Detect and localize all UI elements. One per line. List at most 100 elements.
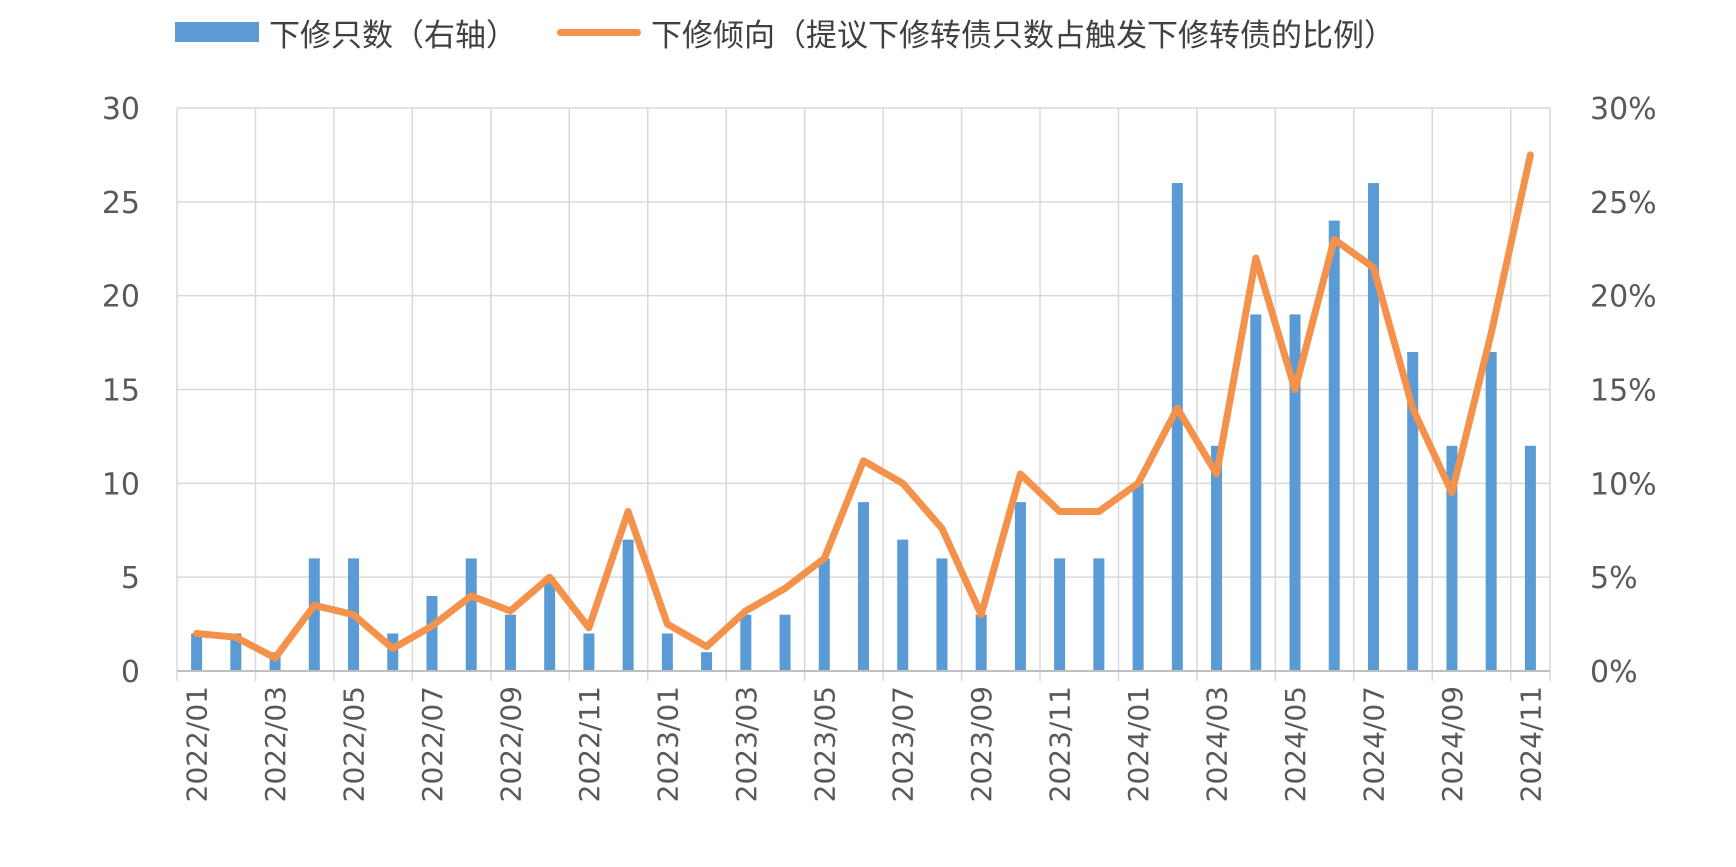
y-right-tick-label: 15% xyxy=(1590,374,1657,409)
line-series xyxy=(193,151,1534,662)
bar xyxy=(1524,445,1536,671)
bar xyxy=(544,577,556,671)
line-point xyxy=(549,576,551,578)
line-point xyxy=(1294,389,1296,391)
line-point xyxy=(1412,407,1414,409)
x-tick-label: 2023/07 xyxy=(887,686,920,802)
x-tick-label: 2024/11 xyxy=(1514,686,1547,802)
x-tick-label: 2022/05 xyxy=(338,686,371,802)
legend-label-line: 下修倾向（提议下修转债只数占触发下修转债的比例） xyxy=(651,17,1395,54)
bar xyxy=(1132,483,1144,671)
legend-swatch-line xyxy=(557,28,641,36)
y-right-tick-label: 10% xyxy=(1590,467,1657,502)
bar xyxy=(1211,445,1223,671)
x-tick-label: 2022/01 xyxy=(181,686,214,802)
bar xyxy=(897,539,909,671)
x-tick-label: 2023/03 xyxy=(730,686,763,802)
bar xyxy=(387,633,399,671)
bar xyxy=(622,539,634,671)
bar xyxy=(583,633,595,671)
y-left-tick-label: 20 xyxy=(102,280,140,315)
bar xyxy=(1367,183,1379,672)
x-tick-label: 2023/09 xyxy=(965,686,998,802)
bar xyxy=(1093,558,1105,671)
bar xyxy=(936,558,948,671)
bar xyxy=(740,614,752,671)
y-right-tick-label: 20% xyxy=(1590,280,1657,315)
bar xyxy=(975,614,987,671)
bar xyxy=(1250,314,1262,671)
bar xyxy=(1446,445,1458,671)
line-point xyxy=(863,460,865,462)
y-left-tick-label: 25 xyxy=(102,186,140,221)
line-point xyxy=(706,646,708,648)
x-tick-label: 2022/11 xyxy=(573,686,606,802)
y-right-tick-label: 25% xyxy=(1590,186,1657,221)
line-point xyxy=(1019,473,1021,475)
line-point xyxy=(1529,154,1531,156)
line-point xyxy=(902,482,904,484)
bar xyxy=(426,595,438,671)
line-point xyxy=(431,625,433,627)
line-point xyxy=(1490,332,1492,334)
line-point xyxy=(627,510,629,512)
line-point xyxy=(745,610,747,612)
line-point xyxy=(784,587,786,589)
line-point xyxy=(353,614,355,616)
bar xyxy=(191,633,203,671)
y-left-tick-label: 5 xyxy=(121,561,140,596)
line-point xyxy=(1059,510,1061,512)
bar xyxy=(308,558,320,671)
bar-series xyxy=(191,183,1536,672)
x-tick-label: 2024/09 xyxy=(1436,686,1469,802)
axes: 0 5 10 15 20 25 30 0% 5% 10% 15% 20% 25% 30% 2022/01 20… xyxy=(102,92,1657,802)
x-tick-label: 2024/01 xyxy=(1122,686,1155,802)
line-point xyxy=(235,636,237,638)
bar xyxy=(1407,351,1419,671)
line-point xyxy=(941,527,943,529)
bar xyxy=(701,652,713,671)
legend-item-bar: 下修只数（右轴） xyxy=(175,10,517,55)
line-point xyxy=(1372,267,1374,269)
line-point xyxy=(509,610,511,612)
bar xyxy=(1014,502,1026,671)
line-point xyxy=(588,627,590,629)
line-point xyxy=(1451,492,1453,494)
bar xyxy=(504,614,516,671)
line-point xyxy=(313,604,315,606)
y-left-tick-label: 10 xyxy=(102,467,140,502)
line-point xyxy=(1137,482,1139,484)
y-right-tick-label: 5% xyxy=(1590,561,1638,596)
legend-swatch-bar xyxy=(175,22,259,42)
line-point xyxy=(470,595,472,597)
bar xyxy=(269,652,281,671)
bar xyxy=(1171,183,1183,672)
line-point xyxy=(1176,407,1178,409)
bar xyxy=(661,633,673,671)
line-point xyxy=(1255,257,1257,259)
bar xyxy=(779,614,791,671)
bar xyxy=(818,558,830,671)
x-tick-label: 2022/03 xyxy=(259,686,292,802)
bar xyxy=(1054,558,1066,671)
legend-label-bar: 下修只数（右轴） xyxy=(269,17,517,54)
line-point xyxy=(274,657,276,659)
bar xyxy=(1328,220,1340,671)
legend-item-line: 下修倾向（提议下修转债只数占触发下修转债的比例） xyxy=(557,10,1395,55)
x-tick-label: 2022/07 xyxy=(416,686,449,802)
x-tick-label: 2024/03 xyxy=(1201,686,1234,802)
line-point xyxy=(980,614,982,616)
y-left-tick-label: 0 xyxy=(121,655,140,690)
line-point xyxy=(1333,238,1335,240)
bar xyxy=(230,633,242,671)
line-point xyxy=(823,557,825,559)
line-point xyxy=(196,632,198,634)
line-point xyxy=(392,647,394,649)
x-tick-label: 2024/05 xyxy=(1279,686,1312,802)
y-right-tick-label: 0% xyxy=(1590,655,1638,690)
line-point xyxy=(666,623,668,625)
line-point xyxy=(1098,510,1100,512)
bar xyxy=(858,502,869,671)
y-left-tick-label: 30 xyxy=(102,92,140,127)
grid-lines xyxy=(176,107,1551,681)
